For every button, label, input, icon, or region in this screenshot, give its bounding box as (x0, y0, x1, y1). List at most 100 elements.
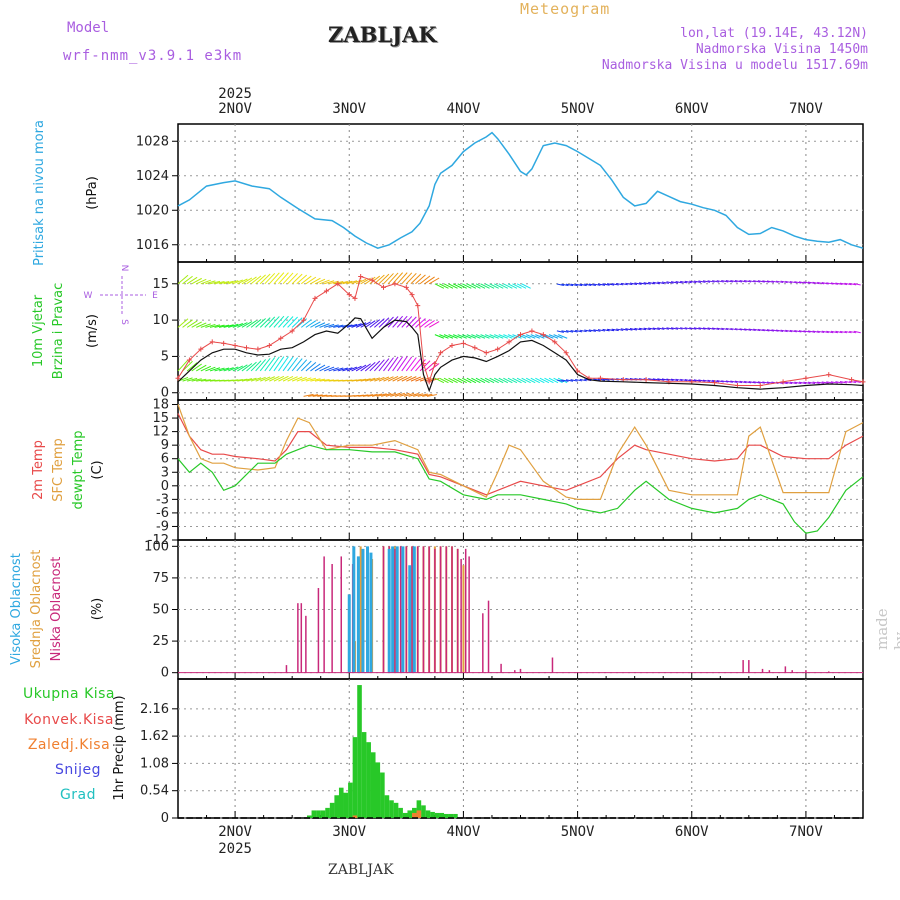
wind-barb (785, 381, 793, 385)
wind-barb (753, 280, 761, 283)
wind-barb (282, 272, 294, 285)
wind-barb (346, 366, 358, 372)
wind-barb (516, 334, 527, 339)
wind-barb (371, 393, 383, 397)
wind-barb (530, 334, 540, 339)
wind-barb (396, 375, 408, 382)
wind-barb (419, 275, 431, 285)
wind-barb (730, 380, 738, 383)
wind-barb (853, 330, 861, 334)
wind-barb (287, 316, 298, 328)
wind-barb (507, 283, 518, 289)
wind-barb (250, 319, 262, 328)
wind-barb (342, 324, 353, 328)
gust-marker (198, 346, 204, 352)
wind-barb (296, 359, 308, 372)
wind-barb (356, 378, 367, 382)
wind-barb (410, 358, 422, 372)
wind-barb (424, 276, 435, 285)
wind-barb (351, 365, 362, 372)
wind-barb (484, 334, 495, 339)
wind-barb (839, 380, 848, 384)
wind-barb (693, 327, 701, 330)
wind-barb (200, 279, 212, 285)
wind-barb (268, 272, 280, 285)
wind-barb (419, 360, 431, 372)
temp-legend-2m: 2m Temp (31, 440, 46, 500)
gust-marker (483, 350, 489, 356)
wind-barb (333, 367, 344, 372)
wind-barb (383, 376, 394, 382)
wind-barb (308, 394, 319, 397)
cloud-legend-low: Niska Oblacnost (49, 557, 64, 662)
cloud-legend-mid: Srednja Oblacnost (29, 550, 44, 669)
wind-barb (439, 283, 449, 289)
wind-barb (507, 377, 518, 384)
wind-barb (196, 364, 207, 372)
wind-barb (570, 283, 578, 287)
wind-barb (817, 330, 825, 334)
wind-barb (712, 280, 720, 283)
wind-barb (360, 363, 371, 372)
wind-barb (849, 282, 857, 286)
wind-barb (305, 377, 317, 382)
gust-marker (335, 281, 341, 287)
wind-barb (494, 377, 504, 384)
wind-barb (223, 280, 234, 285)
wind-barb (648, 281, 656, 285)
wind-barb (278, 375, 289, 382)
wind-barb (516, 283, 527, 289)
x-top-label: 2NOV (218, 101, 252, 117)
wind-barb (548, 334, 559, 339)
precip-bar (443, 813, 449, 818)
wind-barb (716, 327, 724, 331)
wind-barb (666, 327, 674, 330)
wind-barb (182, 319, 193, 328)
wind-barb (278, 315, 289, 328)
wind-barb (457, 377, 467, 384)
wind-speed-line (177, 317, 864, 393)
wind-barb (698, 379, 706, 382)
wind-barb (305, 361, 317, 372)
wind-barb (376, 393, 387, 397)
tick-label-y: 75 (152, 571, 169, 586)
wind-barb (670, 378, 679, 382)
gust-marker (529, 328, 535, 334)
precip-ylabel: 1hr Precip (mm) (112, 695, 127, 800)
wind-barb (716, 280, 724, 283)
x-top-label: 6NOV (675, 101, 709, 117)
gust-marker (392, 281, 398, 287)
gust-marker (432, 361, 438, 367)
wind-barb (602, 283, 610, 286)
wind-barb (273, 315, 285, 328)
wind-barb (337, 324, 348, 328)
gust-marker (221, 340, 227, 346)
wind-barb (250, 377, 262, 382)
wind-barb (475, 283, 486, 289)
wind-barb (775, 280, 784, 284)
wind-barb (186, 377, 198, 382)
gust-marker (849, 377, 855, 383)
precip-bar (380, 772, 385, 818)
wind-barb (399, 392, 410, 397)
wind-barb (821, 330, 829, 334)
wind-barb (250, 360, 262, 372)
wind-barb (282, 316, 294, 328)
x-bottom-label: 7NOV (789, 824, 823, 840)
tick-label-y: 18 (152, 398, 169, 413)
wind-barb (378, 317, 390, 328)
wind-barb (228, 366, 239, 372)
wind-barb (539, 377, 550, 384)
precip-bar (325, 807, 330, 818)
x-bottom-label: 4NOV (447, 824, 481, 840)
wind-barb (392, 356, 404, 372)
wind-barb (191, 321, 202, 328)
wind-barb (457, 334, 467, 339)
wind-barb (200, 365, 212, 372)
wind-barb (675, 280, 683, 284)
wind-barb (670, 327, 679, 330)
wind-barb (602, 378, 610, 381)
wind-barb (410, 273, 422, 285)
precip-bar (361, 732, 367, 818)
wind-barb (232, 378, 243, 382)
